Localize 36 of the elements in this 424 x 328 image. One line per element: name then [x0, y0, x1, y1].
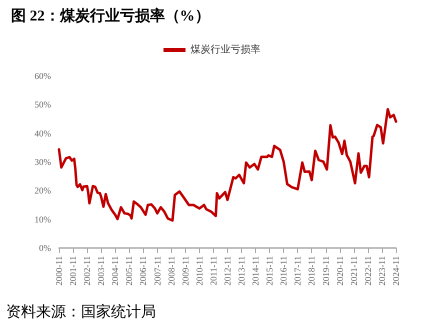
y-tick-label: 50% — [34, 100, 52, 110]
x-tick-label: 2007-11 — [152, 256, 162, 286]
y-tick-label: 20% — [34, 186, 52, 196]
x-tick-label: 2023-11 — [376, 256, 387, 286]
chart-title: 图 22：煤炭行业亏损率（%） — [11, 6, 210, 24]
x-tick-label: 2002-11 — [82, 256, 92, 286]
x-tick-label: 2001-11 — [68, 256, 78, 286]
x-tick-label: 2003-11 — [96, 256, 106, 286]
x-tick-label: 2013-11 — [236, 256, 247, 286]
x-tick-label: 2005-11 — [124, 256, 134, 286]
x-tick-label: 2010-11 — [194, 256, 204, 286]
y-tick-label: 40% — [34, 128, 52, 138]
x-tick-label: 2008-11 — [166, 256, 176, 286]
x-tick-label: 2021-11 — [348, 256, 359, 286]
text: 资料来源：国家统计局 — [6, 304, 156, 320]
x-tick-label: 2022-11 — [362, 256, 373, 286]
y-tick-label: 0% — [39, 243, 52, 253]
x-tick-label: 2000-11 — [54, 256, 64, 286]
x-tick-label: 2004-11 — [110, 256, 120, 286]
line-series — [58, 108, 398, 222]
x-tick-label: 2019-11 — [320, 256, 331, 286]
y-tick-label: 30% — [34, 157, 52, 167]
legend-label: 煤炭行业亏损率 — [190, 44, 260, 56]
x-tick-label: 2011-11 — [208, 256, 218, 286]
y-tick-label: 10% — [34, 214, 52, 224]
x-tick-label: 2018-11 — [306, 256, 317, 286]
x-tick-label: 2014-11 — [250, 256, 261, 286]
x-tick-label: 2024-11 — [391, 256, 401, 286]
x-tick-label: 2015-11 — [264, 256, 275, 286]
x-tick-label: 2017-11 — [292, 256, 303, 286]
x-tick-label: 2012-11 — [222, 256, 232, 286]
x-tick-label: 2016-11 — [278, 256, 289, 286]
x-tick-label: 2020-11 — [334, 256, 345, 286]
y-tick-label: 60% — [34, 71, 52, 81]
x-tick-label: 2009-11 — [180, 256, 190, 286]
x-tick-label: 2006-11 — [138, 256, 148, 286]
